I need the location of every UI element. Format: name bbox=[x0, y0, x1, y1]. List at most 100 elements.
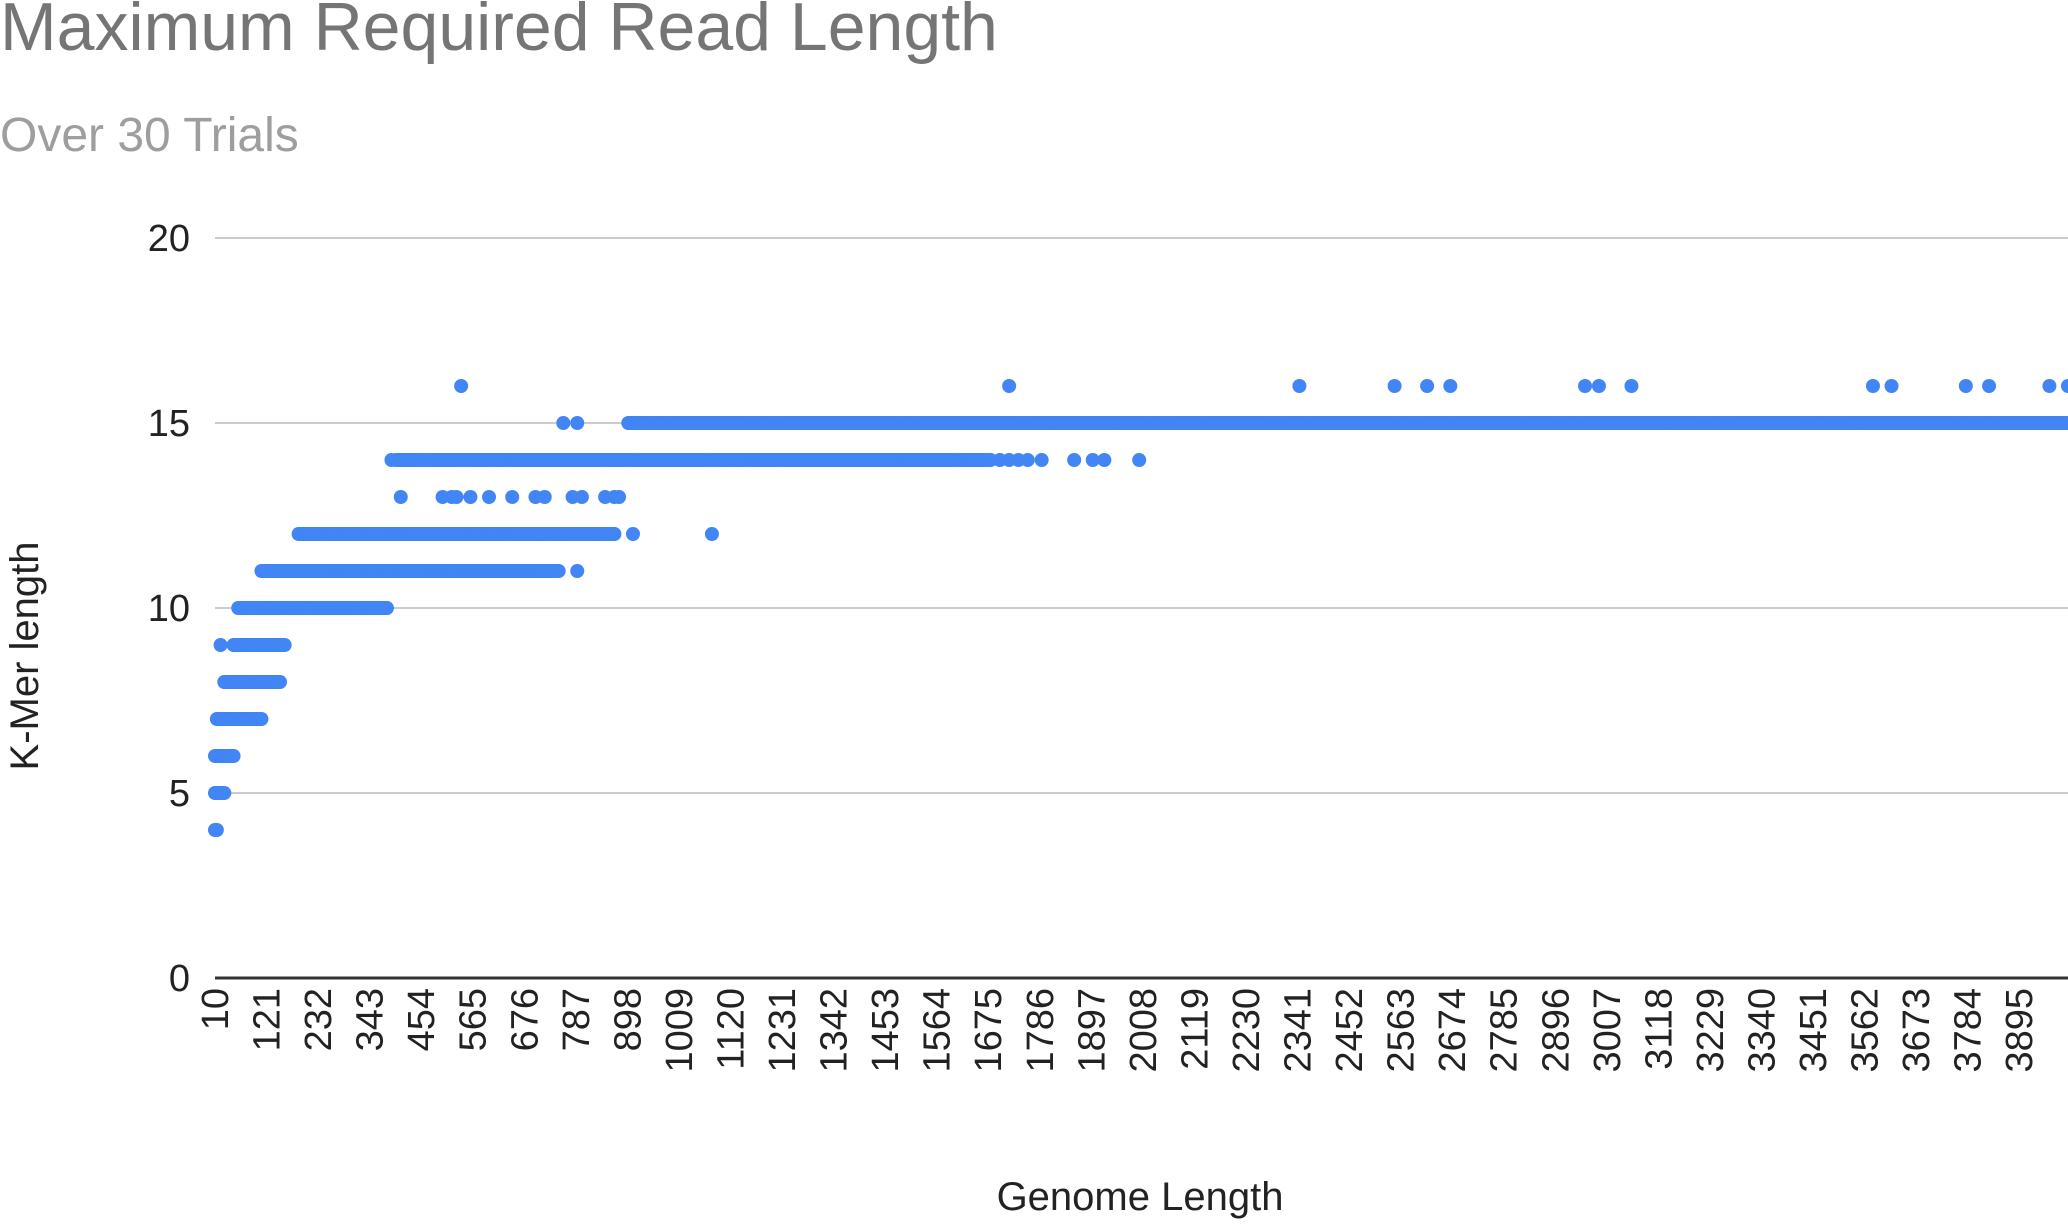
x-tick-label-28: 3118 bbox=[1638, 988, 1680, 1070]
data-point-3255 bbox=[1132, 453, 1147, 467]
x-tick-label-12: 1342 bbox=[814, 988, 856, 1073]
data-point-682 bbox=[551, 564, 566, 578]
data-point-3223 bbox=[393, 490, 408, 504]
data-point-3250 bbox=[1020, 453, 1035, 467]
data-point-3221 bbox=[570, 564, 585, 578]
x-tick-label-21: 2341 bbox=[1278, 988, 1320, 1073]
x-tick-label-6: 676 bbox=[504, 988, 546, 1051]
data-point-3228 bbox=[449, 490, 464, 504]
gridlines bbox=[215, 237, 2068, 794]
data-point-3258 bbox=[1292, 379, 1307, 393]
x-tick-label-0: 10 bbox=[195, 988, 237, 1030]
x-tick-label-30: 3340 bbox=[1741, 988, 1783, 1073]
x-tick-label-9: 1009 bbox=[659, 988, 701, 1073]
x-tick-label-25: 2785 bbox=[1484, 988, 1526, 1073]
data-point-3263 bbox=[1591, 379, 1606, 393]
data-point-3260 bbox=[1420, 379, 1435, 393]
x-tick-label-15: 1675 bbox=[968, 988, 1010, 1073]
data-point-3253 bbox=[1085, 453, 1100, 467]
data-point-3252 bbox=[1067, 453, 1082, 467]
x-tick-label-22: 2452 bbox=[1329, 988, 1371, 1073]
y-tick-label-1: 5 bbox=[169, 773, 190, 815]
x-tick-label-7: 787 bbox=[556, 988, 598, 1051]
data-point-3256 bbox=[454, 379, 469, 393]
data-point-3245 bbox=[556, 416, 571, 430]
data-point-3233 bbox=[537, 490, 552, 504]
y-axis-title: K-Mer length bbox=[3, 542, 47, 771]
data-points bbox=[208, 379, 2068, 837]
data-point-3238 bbox=[612, 490, 627, 504]
data-point-3269 bbox=[2042, 379, 2057, 393]
data-point-3242 bbox=[602, 527, 617, 541]
data-point-3270 bbox=[2061, 379, 2068, 393]
x-tick-label-14: 1564 bbox=[917, 988, 959, 1073]
x-tick-label-19: 2119 bbox=[1174, 988, 1216, 1070]
x-tick-label-3: 343 bbox=[350, 988, 392, 1051]
data-point-3240 bbox=[574, 527, 589, 541]
data-point-3220 bbox=[537, 564, 552, 578]
data-point-3231 bbox=[505, 490, 520, 504]
data-point-3243 bbox=[625, 527, 640, 541]
x-tick-label-17: 1897 bbox=[1071, 988, 1113, 1073]
x-tick-label-5: 565 bbox=[453, 988, 495, 1051]
data-point-3265 bbox=[1865, 379, 1880, 393]
x-tick-label-31: 3451 bbox=[1793, 988, 1835, 1073]
data-point-34 bbox=[226, 749, 241, 763]
x-tick-label-20: 2230 bbox=[1226, 988, 1268, 1073]
data-point-144 bbox=[273, 675, 288, 689]
x-tick-label-23: 2563 bbox=[1381, 988, 1423, 1073]
x-tick-label-1: 121 bbox=[247, 988, 289, 1051]
x-tick-label-13: 1453 bbox=[865, 988, 907, 1073]
x-tick-label-32: 3562 bbox=[1845, 988, 1887, 1073]
data-point-13 bbox=[217, 786, 232, 800]
data-point-3267 bbox=[1958, 379, 1973, 393]
data-point-3251 bbox=[1034, 453, 1049, 467]
x-tick-label-33: 3673 bbox=[1896, 988, 1938, 1073]
y-axis-ticks: 0 5 10 15 20 bbox=[148, 218, 190, 1000]
x-tick-label-4: 454 bbox=[401, 988, 443, 1051]
data-point-3268 bbox=[1982, 379, 1997, 393]
data-point-3246 bbox=[570, 416, 585, 430]
data-point-3229 bbox=[463, 490, 478, 504]
x-tick-label-2: 232 bbox=[298, 988, 340, 1051]
y-tick-label-3: 15 bbox=[148, 403, 190, 445]
data-point-3257 bbox=[1002, 379, 1017, 393]
data-point-3219 bbox=[379, 601, 394, 615]
data-point-3266 bbox=[1884, 379, 1899, 393]
data-point-3222 bbox=[384, 453, 399, 467]
x-tick-label-27: 3007 bbox=[1587, 988, 1629, 1073]
chart-subtitle: Over 30 Trials bbox=[0, 109, 299, 162]
x-tick-label-35: 3895 bbox=[1999, 988, 2041, 1073]
data-point-3225 bbox=[421, 453, 436, 467]
x-axis-ticks: 10 121 232 343 454 565 676 787 898 1009 1120 1231 13… bbox=[195, 988, 2041, 1073]
x-tick-label-34: 3784 bbox=[1948, 988, 1990, 1073]
y-tick-label-0: 0 bbox=[169, 958, 190, 1000]
x-tick-label-16: 1786 bbox=[1020, 988, 1062, 1073]
x-tick-label-10: 1120 bbox=[710, 988, 752, 1070]
x-tick-label-26: 2896 bbox=[1535, 988, 1577, 1073]
x-tick-label-24: 2674 bbox=[1432, 988, 1474, 1073]
x-tick-label-18: 2008 bbox=[1123, 988, 1165, 1073]
data-point-3264 bbox=[1624, 379, 1639, 393]
data-point-3254 bbox=[1097, 453, 1112, 467]
y-tick-label-4: 20 bbox=[148, 218, 190, 260]
data-point-3259 bbox=[1387, 379, 1402, 393]
data-point-3230 bbox=[482, 490, 497, 504]
y-tick-label-2: 10 bbox=[148, 588, 190, 630]
x-axis-title: Genome Length bbox=[997, 1175, 1284, 1219]
data-point-3218 bbox=[275, 564, 290, 578]
x-tick-label-8: 898 bbox=[607, 988, 649, 1051]
data-point-3217 bbox=[259, 564, 274, 578]
data-point-3261 bbox=[1443, 379, 1458, 393]
data-point-3244 bbox=[704, 527, 719, 541]
x-tick-label-11: 1231 bbox=[762, 988, 804, 1073]
data-point-200 bbox=[277, 638, 292, 652]
data-point-3235 bbox=[574, 490, 589, 504]
data-point-3262 bbox=[1578, 379, 1593, 393]
data-point-2 bbox=[209, 823, 224, 837]
chart-title: Maximum Required Read Length bbox=[0, 0, 998, 65]
data-point-3216 bbox=[213, 638, 228, 652]
x-tick-label-29: 3229 bbox=[1690, 988, 1732, 1073]
data-point-3215 bbox=[2061, 416, 2068, 430]
